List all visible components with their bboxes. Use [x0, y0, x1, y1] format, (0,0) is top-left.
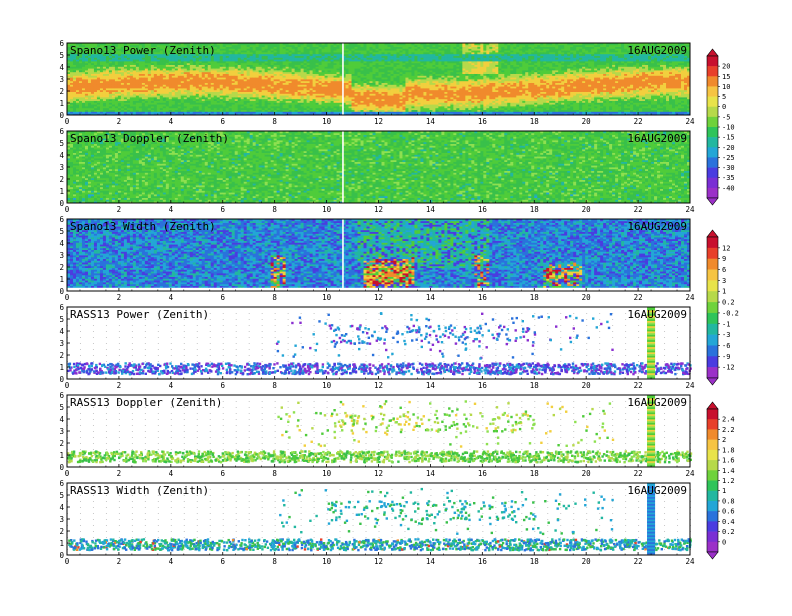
panel-1: Spano13 Power (Zenith) 16AUG20090 2 4 6 8 10 12… — [59, 39, 695, 126]
